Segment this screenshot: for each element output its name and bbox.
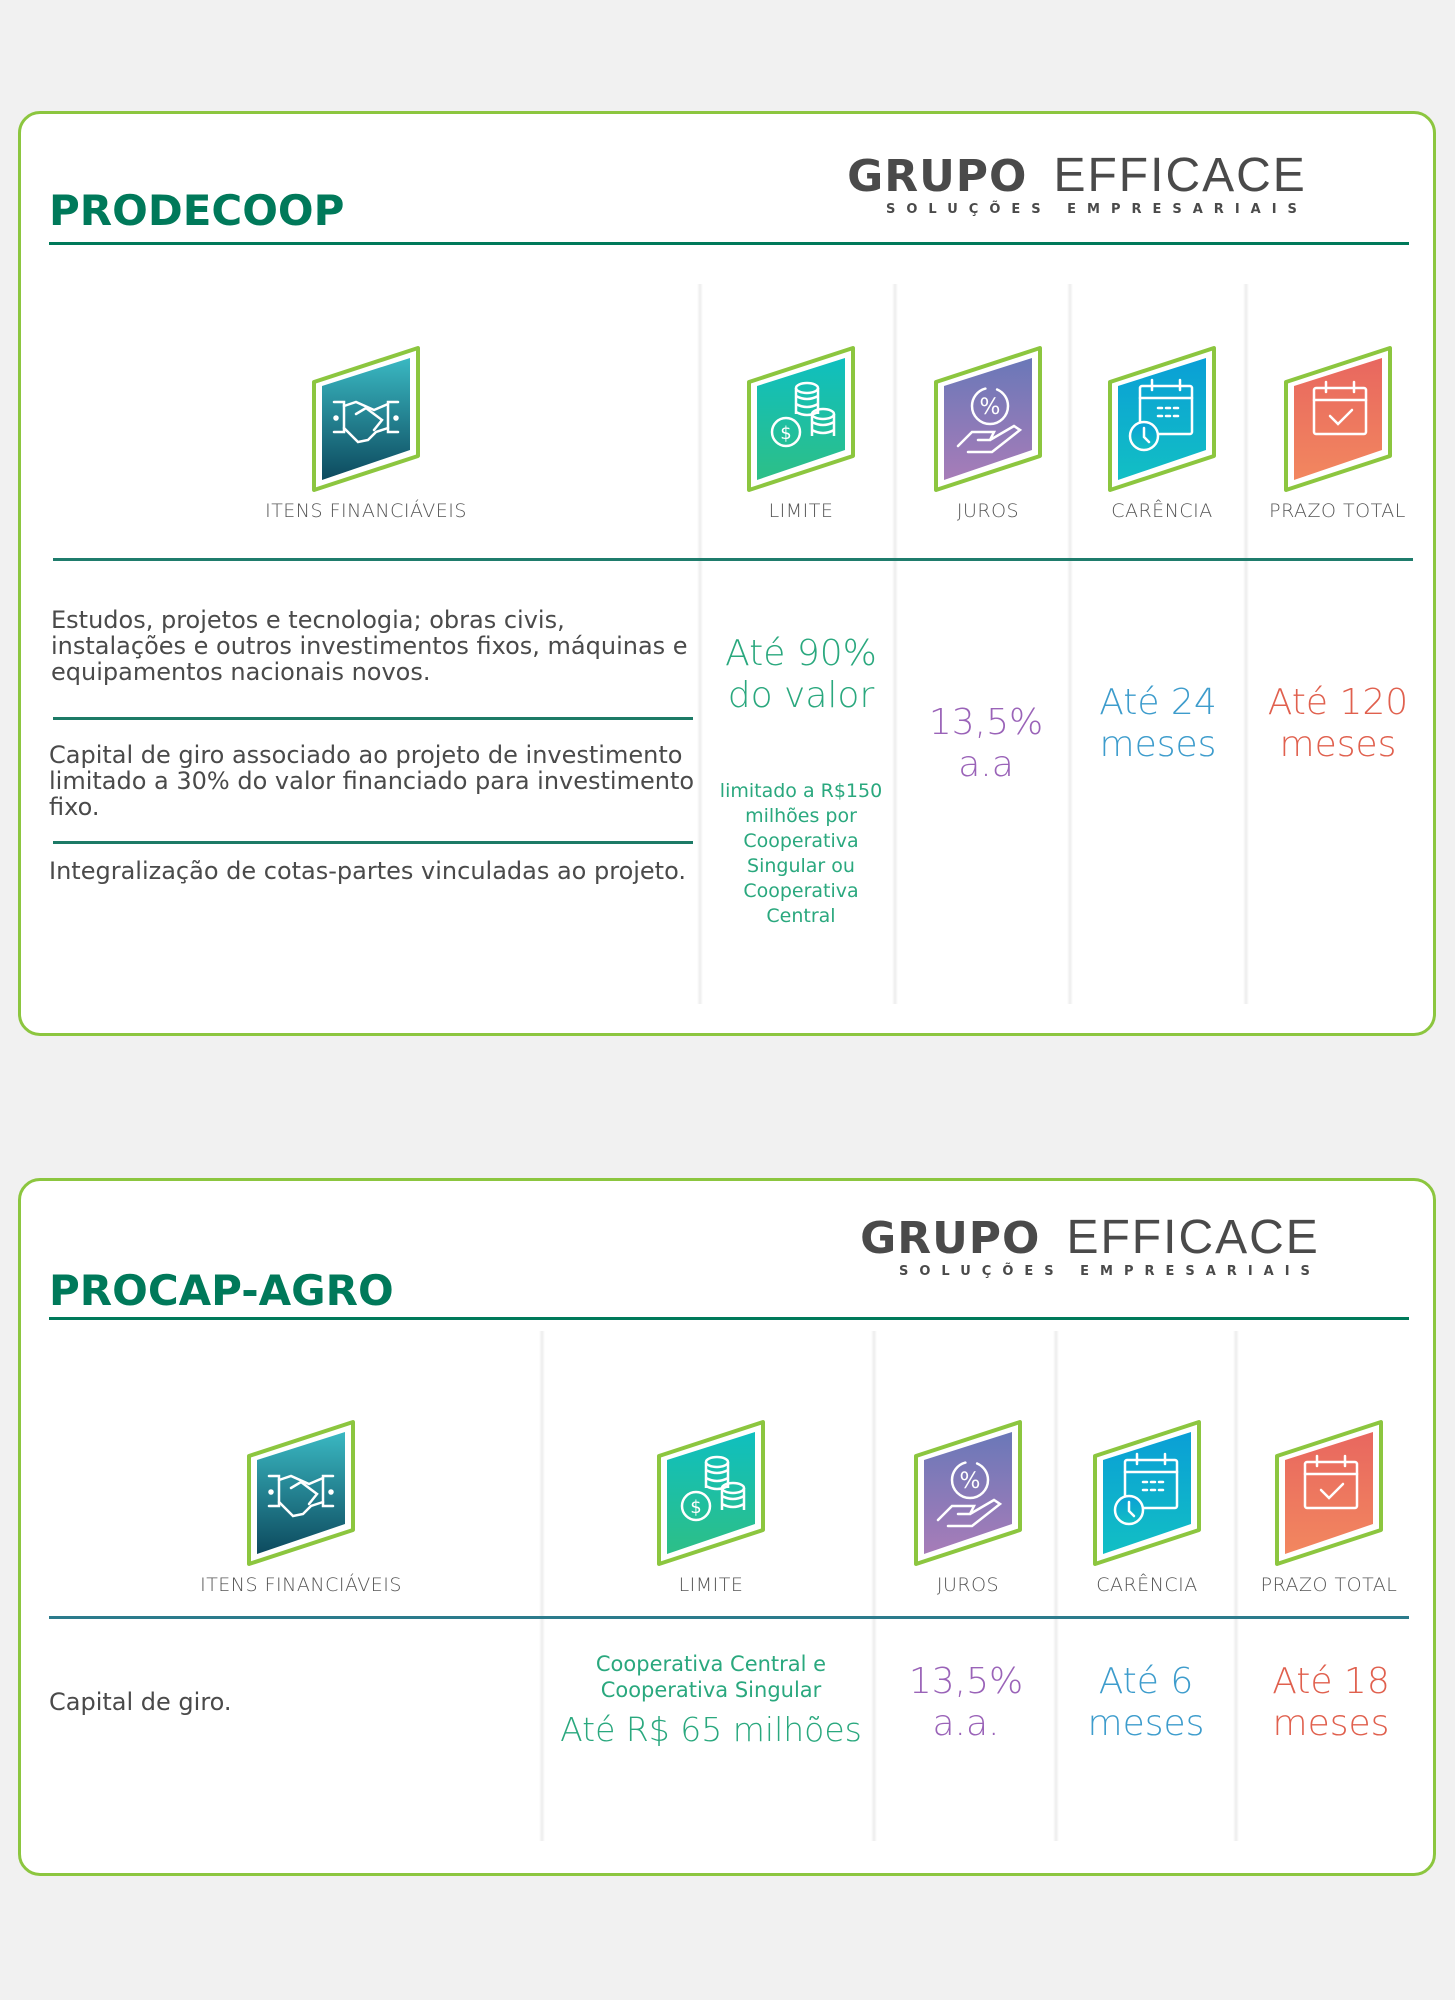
svg-text:$: $ [780, 423, 791, 444]
column-divider [1067, 284, 1073, 1004]
header-carencia: CARÊNCIA [1061, 1418, 1233, 1596]
title-divider [49, 1317, 1409, 1320]
prazo-total-value: Até 120 meses [1267, 682, 1409, 765]
column-divider [871, 1331, 877, 1841]
header-itens-financiaveis: ITENS FINANCIÁVEIS [211, 344, 521, 522]
percent-hand-icon: % [914, 1420, 1022, 1566]
column-divider [539, 1331, 545, 1841]
column-divider [892, 284, 898, 1004]
header-juros: % JUROS [903, 344, 1073, 522]
header-juros: % JUROS [883, 1418, 1053, 1596]
procap-agro-card: GRUPO EFFICACE SOLUÇÕES EMPRESARIAIS PROC… [18, 1178, 1436, 1876]
column-divider [697, 284, 703, 1004]
card-title: PRODECOOP [49, 186, 345, 235]
prazo-total-value: Até 18 meses [1272, 1661, 1390, 1744]
title-divider [49, 242, 1409, 245]
carencia-value: Até 24 meses [1099, 682, 1217, 765]
col-label: JUROS [936, 1574, 1000, 1596]
logo-grupo-text: GRUPO [847, 151, 1028, 202]
column-divider [1243, 284, 1249, 1004]
calendar-check-icon [1275, 1420, 1383, 1566]
col-label: PRAZO TOTAL [1260, 1574, 1398, 1596]
header-prazo-total: PRAZO TOTAL [1250, 344, 1425, 522]
logo-efficace-text: EFFICACE [1053, 149, 1307, 202]
calendar-clock-icon [1108, 346, 1216, 492]
col-label: ITENS FINANCIÁVEIS [265, 500, 467, 522]
col-label: LIMITE [768, 500, 834, 522]
svg-text:%: % [960, 1469, 981, 1494]
calendar-clock-icon [1093, 1420, 1201, 1566]
limite-note: limitado a R$150 milhões por Cooperativa… [719, 780, 883, 927]
handshake-icon [247, 1420, 355, 1566]
col-label: LIMITE [678, 1574, 744, 1596]
calendar-check-icon [1283, 346, 1392, 492]
juros-value: 13,5% a.a. [908, 1661, 1024, 1744]
financeable-item: Capital de giro associado ao projeto de … [49, 741, 695, 821]
logo-efficace-text: EFFICACE [1066, 1211, 1320, 1264]
financeable-item: Capital de giro. [49, 1688, 232, 1716]
grupo-efficace-logo: GRUPO EFFICACE SOLUÇÕES EMPRESARIAIS [859, 1211, 1321, 1280]
logo-subtitle: SOLUÇÕES EMPRESARIAIS [886, 202, 1308, 217]
financeable-item: Integralização de cotas-partes vinculada… [49, 857, 686, 885]
col-label: CARÊNCIA [1111, 500, 1213, 522]
col-label: JUROS [956, 500, 1020, 522]
header-limite: $ LIMITE [711, 344, 891, 522]
col-label: CARÊNCIA [1096, 1574, 1198, 1596]
item-divider [53, 717, 693, 720]
header-prazo-total: PRAZO TOTAL [1239, 1418, 1419, 1596]
grupo-efficace-logo: GRUPO EFFICACE SOLUÇÕES EMPRESARIAIS [846, 149, 1308, 218]
svg-text:$: $ [690, 1497, 701, 1518]
coins-dollar-icon: $ [657, 1420, 765, 1566]
svg-text:%: % [980, 395, 1001, 420]
item-divider [53, 841, 693, 844]
financeable-item: Estudos, projetos e tecnologia; obras ci… [51, 606, 688, 686]
carencia-value: Até 6 meses [1087, 1661, 1205, 1744]
limite-value: Até 90% do valor [725, 633, 877, 716]
header-carencia: CARÊNCIA [1076, 344, 1248, 522]
prodecoop-card: GRUPO EFFICACE SOLUÇÕES EMPRESARIAIS PROD… [18, 111, 1436, 1036]
header-itens-financiaveis: ITENS FINANCIÁVEIS [146, 1418, 456, 1596]
col-label: ITENS FINANCIÁVEIS [200, 1574, 402, 1596]
header-divider [53, 558, 1413, 561]
header-limite: $ LIMITE [551, 1418, 871, 1596]
logo-grupo-text: GRUPO [860, 1213, 1041, 1264]
card-title: PROCAP-AGRO [49, 1266, 394, 1315]
limite-value: Até R$ 65 milhões [560, 1710, 862, 1749]
column-divider [1233, 1331, 1239, 1841]
juros-value: 13,5% a.a [928, 702, 1044, 785]
column-divider [1053, 1331, 1059, 1841]
handshake-icon [312, 346, 420, 492]
limite-note: Cooperativa Central e Cooperativa Singul… [595, 1652, 827, 1702]
col-label: PRAZO TOTAL [1269, 500, 1406, 522]
header-divider [49, 1616, 1409, 1619]
percent-hand-icon: % [934, 346, 1042, 492]
logo-subtitle: SOLUÇÕES EMPRESARIAIS [899, 1264, 1321, 1279]
coins-dollar-icon: $ [747, 346, 855, 492]
